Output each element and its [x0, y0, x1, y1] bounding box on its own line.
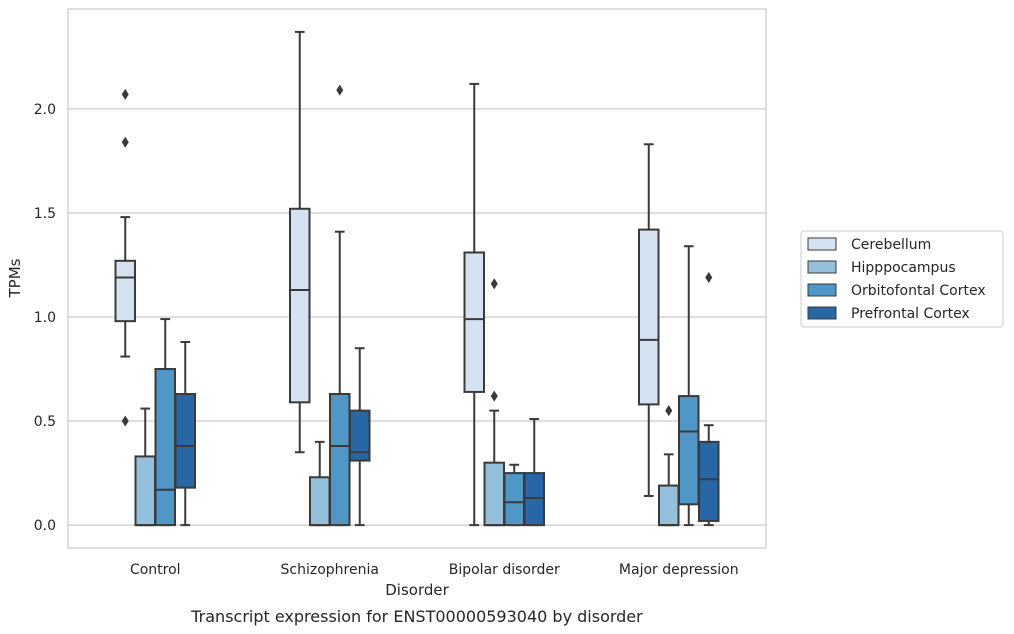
box-prefrontal-cortex [698, 271, 720, 527]
outlier-point [705, 271, 713, 283]
box-iqr [289, 207, 311, 404]
legend-swatch [807, 237, 837, 251]
box-cerebellum [638, 143, 660, 497]
box-orbitofontal-cortex [678, 245, 700, 527]
box-iqr [483, 461, 505, 527]
legend: Cerebellum Hipppocampus Orbitofontal Corte… [800, 230, 1004, 328]
x-tick-label: Schizophrenia [281, 562, 379, 578]
x-axis-label: Disorder [385, 581, 449, 599]
legend-label: Hipppocampus [851, 260, 956, 276]
box-prefrontal-cortex [349, 347, 371, 527]
outlier-point [665, 405, 673, 417]
legend-label: Orbitofontal Cortex [851, 283, 986, 299]
x-tick-label: Bipolar disorder [449, 562, 560, 578]
box-iqr [503, 472, 525, 527]
y-tick-label: 1.0 [34, 310, 56, 326]
outlier-point [121, 415, 129, 427]
outlier-point [490, 278, 498, 290]
box-hipppocampus [658, 405, 680, 527]
box-iqr [134, 455, 156, 527]
box-iqr [174, 393, 196, 489]
outlier-point [336, 84, 344, 96]
box-cerebellum [463, 82, 485, 527]
box-iqr [349, 409, 371, 462]
box-iqr [463, 251, 485, 393]
box-iqr [638, 228, 660, 406]
x-tick-labels: Control Schizophrenia Bipolar disorder Majo… [130, 562, 739, 578]
plot-frame [67, 8, 767, 549]
box-orbitofontal-cortex [329, 84, 351, 527]
legend-swatch [807, 283, 837, 297]
y-axis-label: TPMs [6, 258, 24, 298]
x-tick-label: Major depression [619, 562, 739, 578]
box-hipppocampus [134, 407, 156, 527]
box-iqr [678, 395, 700, 506]
legend-frame [800, 230, 1004, 328]
box-iqr [309, 476, 331, 527]
box-iqr [523, 472, 545, 527]
legend-label: Prefrontal Cortex [851, 306, 970, 322]
box-cerebellum [289, 30, 311, 454]
x-tick-label: Control [130, 562, 181, 578]
legend-swatch [807, 306, 837, 320]
chart-caption: Transcript expression for ENST0000059304… [190, 607, 643, 626]
outlier-point [121, 136, 129, 148]
outlier-point [490, 390, 498, 402]
box-iqr [698, 440, 720, 522]
box-iqr [154, 368, 176, 527]
box-prefrontal-cortex [174, 340, 196, 527]
y-tick-label: 1.5 [34, 206, 56, 222]
legend-swatch [807, 260, 837, 274]
y-tick-label: 0.5 [34, 414, 56, 430]
outlier-point [121, 88, 129, 100]
box-series [114, 30, 720, 527]
box-iqr [329, 393, 351, 527]
legend-label: Cerebellum [851, 237, 931, 253]
box-prefrontal-cortex [523, 417, 545, 527]
box-cerebellum [114, 88, 136, 427]
y-tick-labels: 0.0 0.5 1.0 1.5 2.0 [34, 102, 56, 534]
box-iqr [114, 259, 136, 323]
y-tick-label: 2.0 [34, 102, 56, 118]
y-tick-label: 0.0 [34, 518, 56, 534]
box-iqr [658, 484, 680, 527]
box-orbitofontal-cortex [503, 463, 525, 527]
